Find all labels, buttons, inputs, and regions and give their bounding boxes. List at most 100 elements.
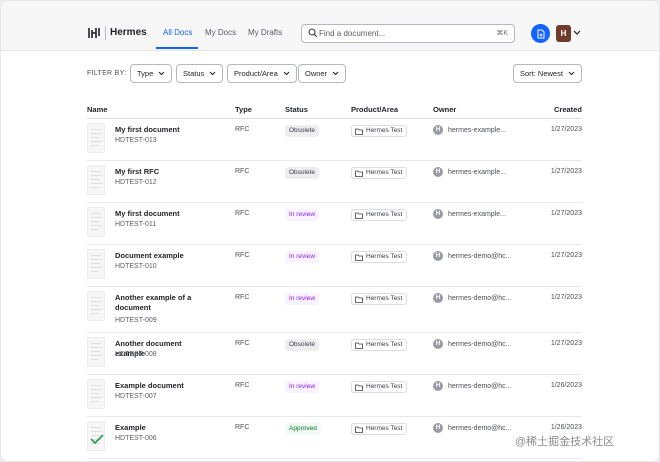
product-label: Hermes Test	[366, 383, 403, 390]
product-tag: Hermes Test	[351, 293, 408, 305]
document-type: RFC	[235, 252, 250, 259]
document-type: RFC	[235, 340, 250, 347]
owner-avatar: H	[433, 339, 443, 349]
tab-all-docs[interactable]: All Docs	[163, 28, 193, 37]
chevron-down-icon	[283, 71, 290, 76]
document-title[interactable]: Another example of a document	[115, 293, 192, 312]
created-date: 1/27/2023	[550, 340, 582, 347]
document-title[interactable]: Document example	[115, 251, 184, 260]
table-row[interactable]: My first document HDTEST-011 RFC In review H…	[87, 203, 582, 245]
document-id: HDTEST-006	[115, 435, 157, 442]
chevron-down-icon	[568, 71, 575, 76]
owner-avatar: H	[433, 209, 443, 219]
folder-icon	[355, 426, 363, 433]
filter-product-label: Product/Area	[234, 69, 278, 78]
product-label: Hermes Test	[366, 211, 403, 218]
status-badge: In review	[285, 381, 320, 393]
search-input[interactable]	[319, 26, 489, 41]
product-label: Hermes Test	[366, 127, 403, 134]
hermes-logo-icon[interactable]	[87, 26, 101, 40]
created-date: 1/26/2023	[550, 424, 582, 431]
status-badge: In review	[285, 293, 320, 305]
document-type: RFC	[235, 424, 250, 431]
header-divider	[87, 118, 582, 119]
document-id: HDTEST-011	[115, 221, 157, 228]
document-id: HDTEST-010	[115, 263, 157, 270]
table-row[interactable]: Example HDTEST-006 RFC Approved Hermes Test H…	[87, 417, 582, 459]
chevron-down-icon[interactable]	[573, 30, 581, 36]
document-title[interactable]: My first document	[115, 125, 180, 134]
owner-avatar: H	[433, 251, 443, 261]
product-label: Hermes Test	[366, 253, 403, 260]
filter-owner-label: Owner	[305, 69, 328, 78]
document-thumbnail	[87, 291, 105, 321]
document-title[interactable]: Example	[115, 423, 146, 432]
document-title[interactable]: Another document example	[115, 339, 182, 358]
owner-avatar: H	[433, 381, 443, 391]
filter-owner-button[interactable]: Owner	[298, 64, 347, 83]
product-tag: Hermes Test	[351, 423, 408, 435]
document-type: RFC	[235, 382, 250, 389]
document-id: HDTEST-009	[115, 317, 157, 324]
document-title[interactable]: Example document	[115, 381, 184, 390]
table-row[interactable]: Another document example HDTEST-008 RFC Obs…	[87, 333, 582, 375]
created-date: 1/26/2023	[550, 382, 582, 389]
app-name: Hermes	[110, 27, 147, 38]
watermark-text: @稀土掘金技术社区	[515, 436, 615, 448]
column-header-status[interactable]: Status	[285, 105, 308, 114]
table-row[interactable]: Another example of a document HDTEST-009 R…	[87, 287, 582, 333]
column-header-type[interactable]: Type	[235, 105, 252, 114]
tab-my-drafts[interactable]: My Drafts	[248, 28, 283, 37]
product-label: Hermes Test	[366, 295, 403, 302]
owner-avatar: H	[433, 423, 443, 433]
document-id: HDTEST-012	[115, 179, 157, 186]
created-date: 1/27/2023	[550, 210, 582, 217]
product-tag: Hermes Test	[351, 167, 408, 179]
new-document-button[interactable]	[531, 24, 550, 43]
table-row[interactable]: Document example HDTEST-010 RFC In review He…	[87, 245, 582, 287]
filter-status-button[interactable]: Status	[176, 64, 224, 83]
folder-icon	[355, 170, 363, 177]
owner-email: hermes-demo@hc...	[448, 382, 512, 390]
status-badge: Obsolete	[285, 167, 320, 179]
product-label: Hermes Test	[366, 425, 403, 432]
search-box[interactable]: ⌘K	[301, 24, 515, 43]
document-title[interactable]: My first RFC	[115, 167, 160, 176]
created-date: 1/27/2023	[550, 168, 582, 175]
user-avatar[interactable]: H	[556, 25, 571, 42]
chevron-down-icon	[158, 71, 165, 76]
owner-email: hermes-example...	[448, 126, 506, 134]
table-row[interactable]: My first document HDTEST-013 RFC Obsolete He…	[87, 119, 582, 161]
chevron-down-icon	[209, 71, 216, 76]
folder-icon	[355, 384, 363, 391]
status-badge: In review	[285, 209, 320, 221]
document-thumbnail	[87, 249, 105, 279]
created-date: 1/27/2023	[550, 126, 582, 133]
owner-email: hermes-demo@hc...	[448, 294, 512, 302]
table-row[interactable]: My first RFC HDTEST-012 RFC Obsolete Hermes …	[87, 161, 582, 203]
product-label: Hermes Test	[366, 169, 403, 176]
document-title[interactable]: My first document	[115, 209, 180, 218]
product-tag: Hermes Test	[351, 209, 408, 221]
document-thumbnail	[87, 207, 105, 237]
column-header-created[interactable]: Created	[554, 105, 582, 114]
owner-email: hermes-demo@hc...	[448, 340, 512, 348]
filter-product-button[interactable]: Product/Area	[227, 64, 297, 83]
tab-my-docs[interactable]: My Docs	[205, 28, 237, 37]
column-header-product[interactable]: Product/Area	[351, 105, 399, 114]
status-badge: Obsolete	[285, 125, 320, 137]
sort-button[interactable]: Sort: Newest	[513, 64, 582, 83]
table-row[interactable]: Example document HDTEST-007 RFC In review He…	[87, 375, 582, 417]
product-tag: Hermes Test	[351, 251, 408, 263]
filter-type-button[interactable]: Type	[130, 64, 173, 83]
search-shortcut: ⌘K	[496, 30, 508, 37]
column-header-name[interactable]: Name	[87, 105, 108, 114]
column-header-owner[interactable]: Owner	[433, 105, 457, 114]
